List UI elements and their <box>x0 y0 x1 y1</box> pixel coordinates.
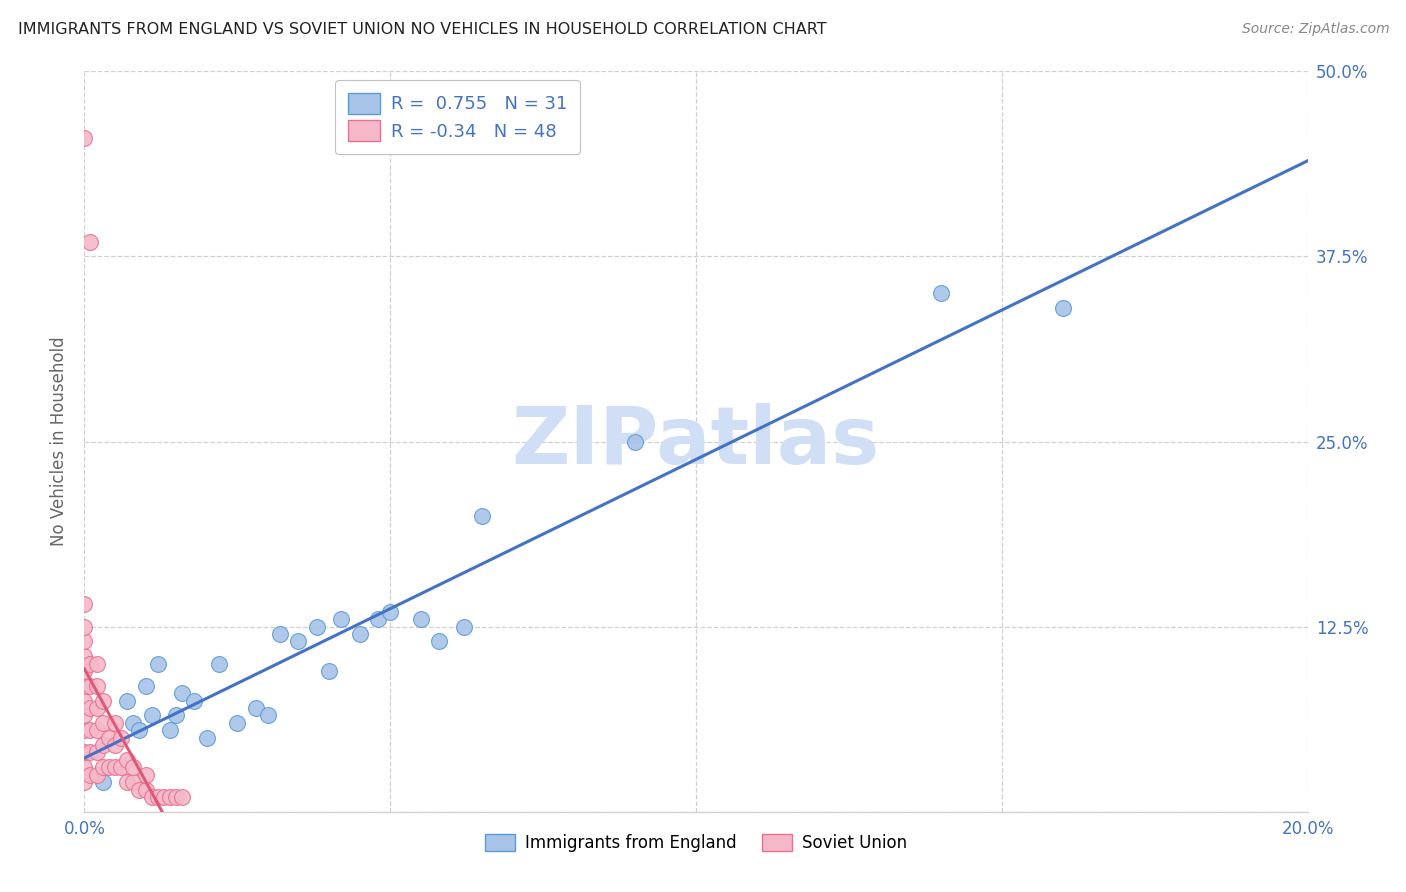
Point <box>86 746 108 760</box>
Point <box>79 723 101 738</box>
Point <box>208 657 231 671</box>
Point <box>79 701 101 715</box>
Point <box>153 789 176 804</box>
Point <box>91 775 114 789</box>
Point <box>97 731 120 745</box>
Point <box>73 694 96 708</box>
Point <box>73 649 96 664</box>
Point <box>245 701 267 715</box>
Point <box>110 731 132 745</box>
Point <box>73 679 96 693</box>
Point <box>141 789 163 804</box>
Point <box>128 782 150 797</box>
Point <box>146 657 169 671</box>
Text: Source: ZipAtlas.com: Source: ZipAtlas.com <box>1241 22 1389 37</box>
Point <box>73 131 96 145</box>
Point <box>86 723 108 738</box>
Point <box>91 694 114 708</box>
Point <box>73 708 96 723</box>
Point <box>79 657 101 671</box>
Point <box>226 715 249 730</box>
Point <box>73 634 96 648</box>
Point <box>104 760 127 774</box>
Point <box>86 679 108 693</box>
Point <box>86 701 108 715</box>
Point <box>367 612 389 626</box>
Point <box>349 627 371 641</box>
Legend: Immigrants from England, Soviet Union: Immigrants from England, Soviet Union <box>478 828 914 859</box>
Point <box>73 598 96 612</box>
Text: IMMIGRANTS FROM ENGLAND VS SOVIET UNION NO VEHICLES IN HOUSEHOLD CORRELATION CHA: IMMIGRANTS FROM ENGLAND VS SOVIET UNION … <box>18 22 827 37</box>
Point <box>73 723 96 738</box>
Point <box>97 760 120 774</box>
Point <box>165 708 187 723</box>
Point <box>115 753 138 767</box>
Y-axis label: No Vehicles in Household: No Vehicles in Household <box>51 336 69 547</box>
Point <box>110 760 132 774</box>
Point <box>73 760 96 774</box>
Point <box>128 723 150 738</box>
Point <box>471 508 494 523</box>
Point <box>1052 301 1074 316</box>
Point <box>115 775 138 789</box>
Point <box>269 627 291 641</box>
Point <box>183 694 205 708</box>
Point <box>79 235 101 249</box>
Point <box>79 746 101 760</box>
Point <box>135 767 157 781</box>
Point <box>624 434 647 449</box>
Point <box>453 619 475 633</box>
Point <box>305 619 328 633</box>
Point <box>79 767 101 781</box>
Point <box>287 634 309 648</box>
Point <box>115 694 138 708</box>
Point <box>73 775 96 789</box>
Text: ZIPatlas: ZIPatlas <box>512 402 880 481</box>
Point <box>73 619 96 633</box>
Point <box>104 738 127 752</box>
Point <box>91 715 114 730</box>
Point <box>104 715 127 730</box>
Point <box>146 789 169 804</box>
Point <box>73 746 96 760</box>
Point <box>122 760 145 774</box>
Point <box>929 286 952 301</box>
Point <box>257 708 280 723</box>
Point <box>122 775 145 789</box>
Point <box>86 767 108 781</box>
Point <box>159 789 181 804</box>
Point <box>73 664 96 678</box>
Point <box>172 686 194 700</box>
Point <box>141 708 163 723</box>
Point <box>172 789 194 804</box>
Point <box>122 715 145 730</box>
Point <box>427 634 450 648</box>
Point <box>79 679 101 693</box>
Point <box>91 738 114 752</box>
Point <box>330 612 353 626</box>
Point <box>409 612 432 626</box>
Point <box>159 723 181 738</box>
Point <box>165 789 187 804</box>
Point <box>135 679 157 693</box>
Point <box>91 760 114 774</box>
Point <box>318 664 340 678</box>
Point <box>195 731 218 745</box>
Point <box>380 605 402 619</box>
Point <box>135 782 157 797</box>
Point <box>86 657 108 671</box>
